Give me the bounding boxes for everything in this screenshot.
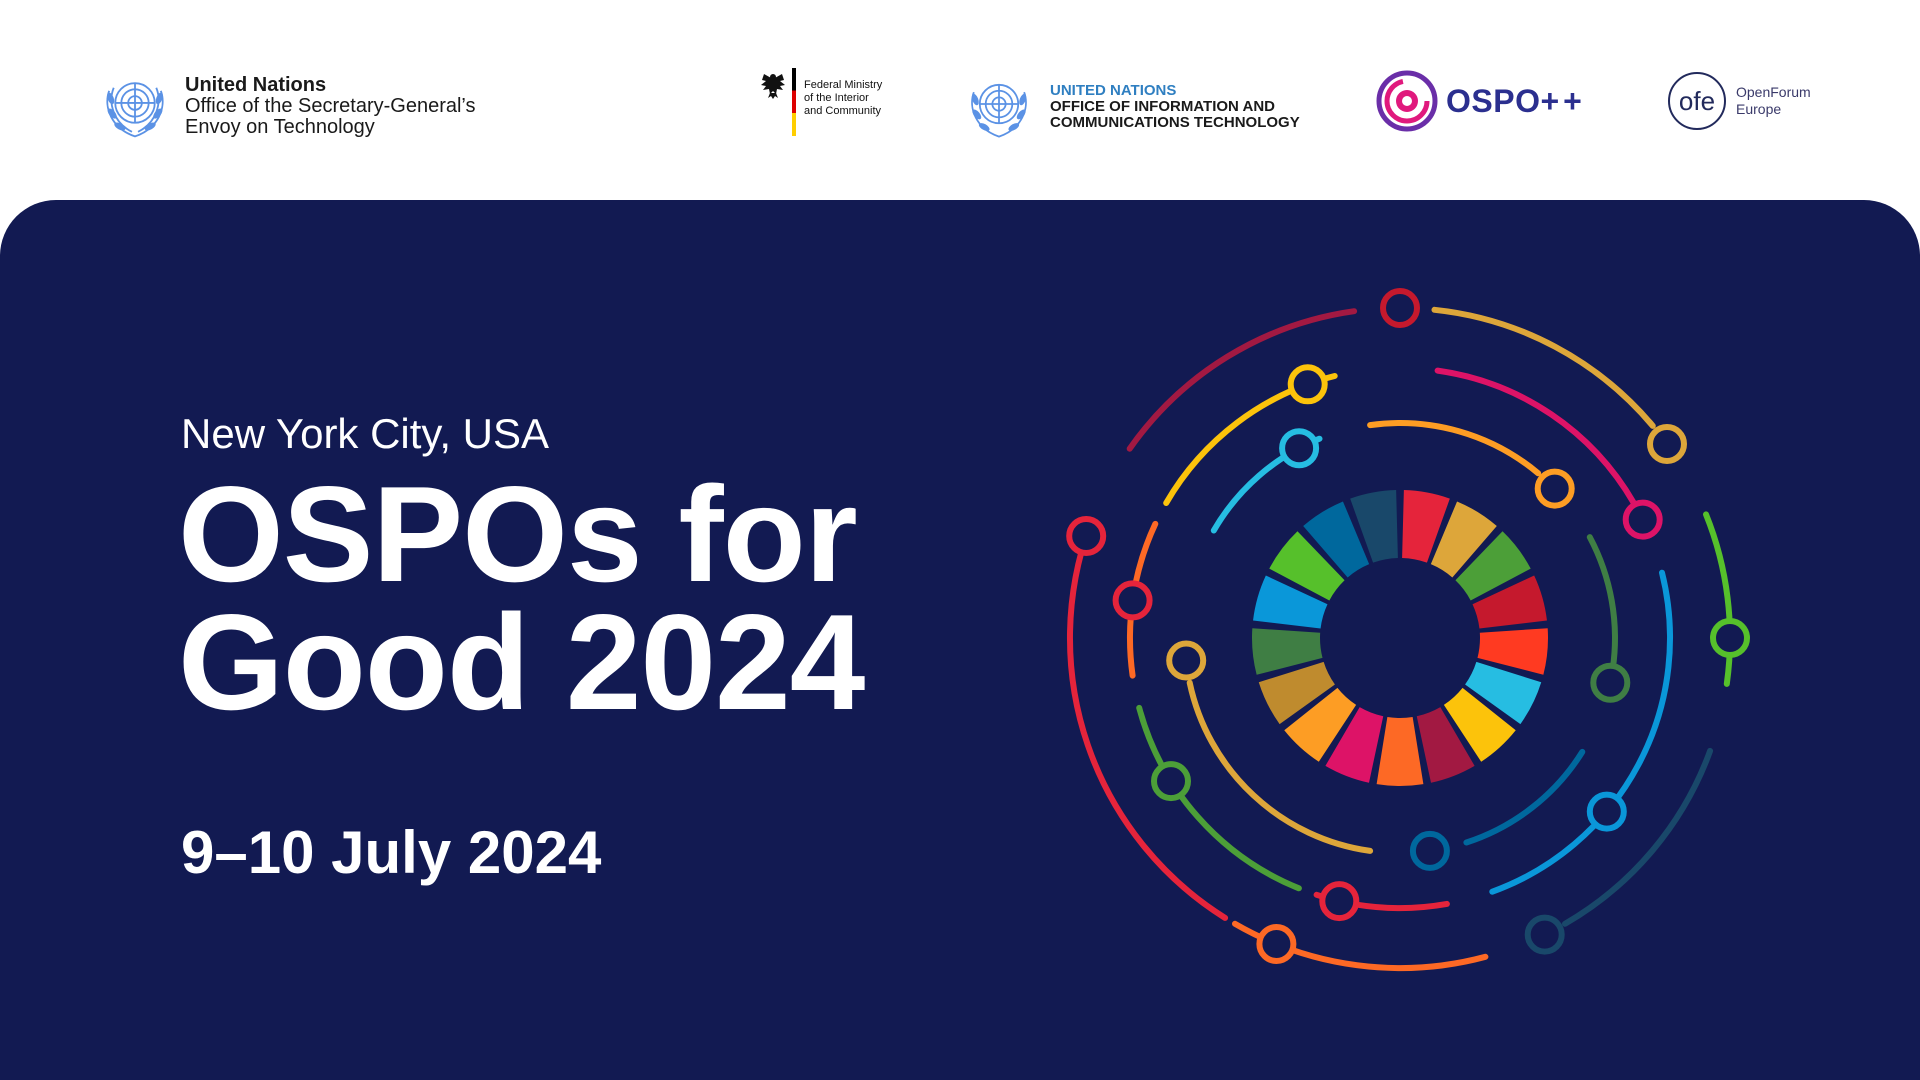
- orbit-node: [1409, 830, 1450, 871]
- orbit-arcs: [1067, 306, 1733, 972]
- bmi-line3: and Community: [804, 104, 882, 117]
- orbit-node: [1647, 424, 1687, 464]
- orbit-node: [1151, 761, 1191, 802]
- orbit-node: [1534, 468, 1575, 509]
- orbit-arc: [1186, 679, 1374, 854]
- orbit-arc: [1434, 367, 1637, 506]
- orbit-arc: [1136, 704, 1302, 892]
- un-oict-line3: COMMUNICATIONS TECHNOLOGY: [1050, 114, 1300, 131]
- event-title-line2: Good 2024: [178, 586, 865, 738]
- sdg-segment: [1350, 490, 1398, 563]
- bmi-line2: of the Interior: [804, 91, 869, 104]
- sdg-segment: [1253, 575, 1328, 629]
- sdg-segment: [1303, 501, 1370, 578]
- un-oict-line1: UNITED NATIONS: [1050, 82, 1177, 99]
- sdg-wheel: [1252, 490, 1548, 786]
- orbit-node: [1287, 364, 1328, 405]
- sdg-segment: [1465, 661, 1542, 725]
- orbit-node: [1066, 516, 1107, 556]
- ofe-name: OpenForum Europe: [1736, 84, 1811, 118]
- event-banner: [0, 200, 1920, 1080]
- orbit-arc: [1367, 420, 1542, 477]
- orbit-node: [1590, 662, 1631, 703]
- openforum-europe-logo[interactable]: ofe OpenForum Europe: [1668, 72, 1811, 130]
- un-osg-line1: United Nations: [185, 73, 327, 96]
- orbit-node: [1112, 580, 1153, 621]
- sdg-segment: [1258, 661, 1335, 725]
- orbit-arc: [1431, 306, 1656, 429]
- ospo-rings-icon: [1376, 70, 1438, 132]
- event-dates: 9–10 July 2024: [181, 819, 602, 886]
- sdg-segment: [1325, 707, 1384, 783]
- un-oict-logo[interactable]: UNITED NATIONS OFFICE OF INFORMATION AND…: [962, 70, 1300, 144]
- un-oict-name: UNITED NATIONS OFFICE OF INFORMATION AND…: [1050, 83, 1300, 131]
- un-emblem-icon: [106, 82, 164, 138]
- sdg-segment: [1402, 490, 1450, 563]
- sdg-segment: [1416, 707, 1475, 783]
- sdg-segment: [1472, 575, 1547, 629]
- un-osg-line2: Office of the Secretary-General’s: [185, 94, 476, 117]
- orbit-node: [1380, 288, 1420, 328]
- ofe-mark: ofe: [1678, 85, 1716, 116]
- sdg-segment: [1376, 716, 1424, 786]
- ofe-circle-icon: ofe: [1668, 72, 1726, 130]
- ospo-plus-plus-logo[interactable]: OSPO++: [1376, 70, 1586, 132]
- orbit-node: [1710, 618, 1750, 658]
- bmi-line1: Federal Ministry: [804, 78, 883, 91]
- un-osg-line3: Envoy on Technology: [185, 115, 375, 138]
- sdg-segment: [1284, 687, 1357, 762]
- federal-ministry-name: Federal Ministry of the Interior and Com…: [804, 79, 882, 118]
- sdg-segment: [1477, 628, 1548, 675]
- orbit-arc: [1463, 748, 1586, 846]
- orbit-node: [1279, 428, 1320, 469]
- event-title-line1: OSPOs for: [178, 458, 858, 610]
- orbit-node: [1622, 499, 1663, 540]
- event-title: OSPOs for Good 2024: [178, 458, 865, 738]
- sdg-segment: [1455, 531, 1531, 601]
- federal-eagle-icon: [761, 74, 785, 99]
- orbit-arc: [1562, 747, 1714, 927]
- orbit-arc: [1586, 534, 1618, 671]
- orbit-nodes: [1066, 288, 1750, 964]
- orbit-node: [1586, 791, 1627, 832]
- partner-logo-bar: United Nations Office of the Secretary-G…: [0, 0, 1920, 200]
- ospo-name: OSPO: [1446, 82, 1541, 119]
- orbit-node: [1524, 914, 1565, 955]
- ospo-plus: ++: [1540, 82, 1586, 119]
- orbit-node: [1166, 640, 1207, 681]
- sdg-segment: [1430, 501, 1497, 578]
- sdg-segment: [1269, 531, 1345, 601]
- un-tech-envoy-logo[interactable]: United Nations Office of the Secretary-G…: [97, 68, 476, 144]
- sdg-segment: [1252, 628, 1323, 675]
- ofe-line2: Europe: [1736, 101, 1782, 117]
- un-emblem-icon: [971, 83, 1027, 138]
- orbit-node: [1256, 924, 1297, 964]
- event-location: New York City, USA: [181, 410, 550, 457]
- orbit-arc: [1489, 569, 1673, 895]
- un-tech-envoy-name: United Nations Office of the Secretary-G…: [185, 73, 476, 138]
- un-oict-line2: OFFICE OF INFORMATION AND: [1050, 98, 1275, 115]
- sdg-orbit-graphic: [1066, 288, 1750, 972]
- ofe-line1: OpenForum: [1736, 84, 1811, 100]
- orbit-node: [1319, 881, 1360, 922]
- ospo-wordmark: OSPO++: [1446, 83, 1586, 120]
- orbit-arc: [1703, 511, 1733, 687]
- orbit-arc: [1126, 308, 1358, 452]
- german-flag-stripe: [792, 68, 796, 136]
- federal-ministry-logo[interactable]: Federal Ministry of the Interior and Com…: [758, 68, 882, 136]
- orbit-arc: [1067, 522, 1229, 921]
- sdg-segment: [1443, 687, 1516, 762]
